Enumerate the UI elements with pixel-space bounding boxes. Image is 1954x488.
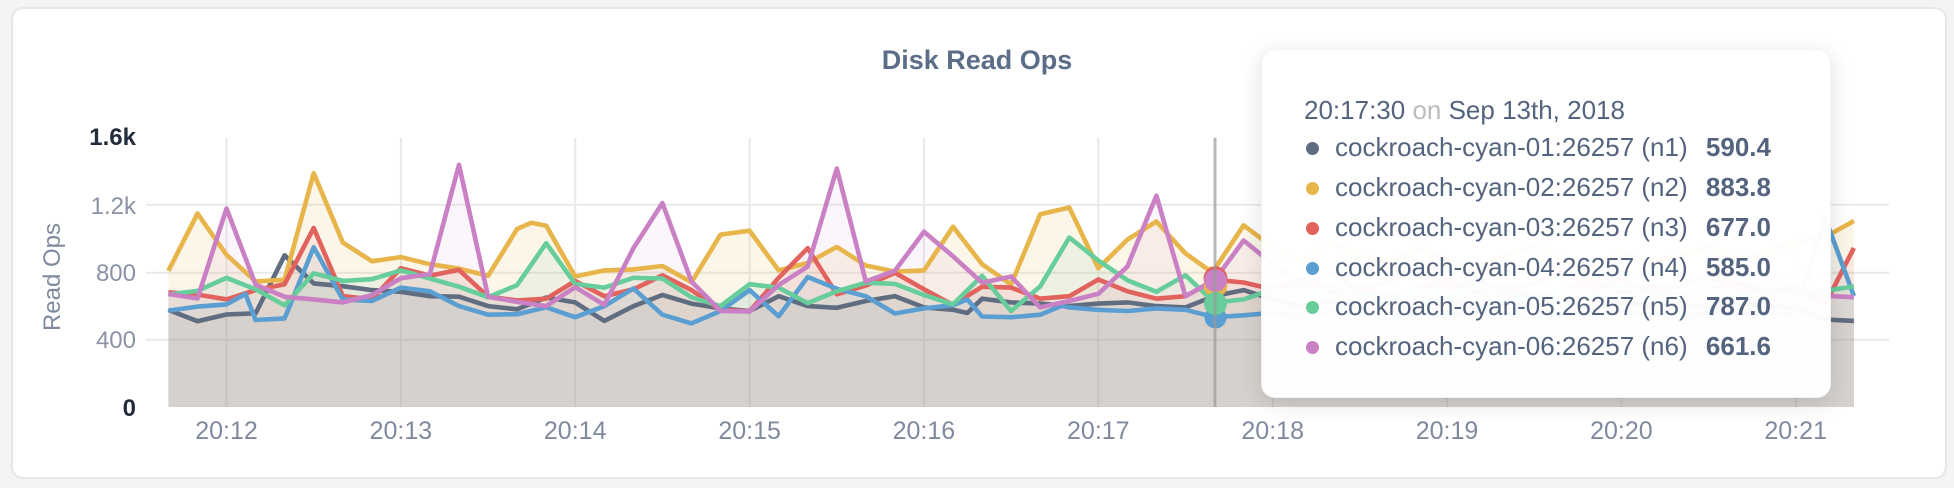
svg-text:20:20: 20:20 xyxy=(1590,417,1653,445)
svg-text:20:16: 20:16 xyxy=(893,417,956,445)
svg-text:20:12: 20:12 xyxy=(195,417,258,445)
svg-text:20:17: 20:17 xyxy=(1067,417,1130,445)
svg-text:1.6k: 1.6k xyxy=(89,124,136,151)
svg-text:Read Ops: Read Ops xyxy=(39,223,66,331)
svg-text:400: 400 xyxy=(96,327,136,354)
svg-text:800: 800 xyxy=(96,260,136,287)
svg-text:20:15: 20:15 xyxy=(718,417,781,445)
svg-text:20:18: 20:18 xyxy=(1241,417,1304,445)
svg-text:20:14: 20:14 xyxy=(544,417,607,445)
svg-text:20:21: 20:21 xyxy=(1764,417,1827,445)
svg-text:0: 0 xyxy=(123,395,136,422)
svg-text:20:13: 20:13 xyxy=(370,417,433,445)
svg-text:1.2k: 1.2k xyxy=(91,193,137,220)
svg-text:20:19: 20:19 xyxy=(1416,417,1479,445)
